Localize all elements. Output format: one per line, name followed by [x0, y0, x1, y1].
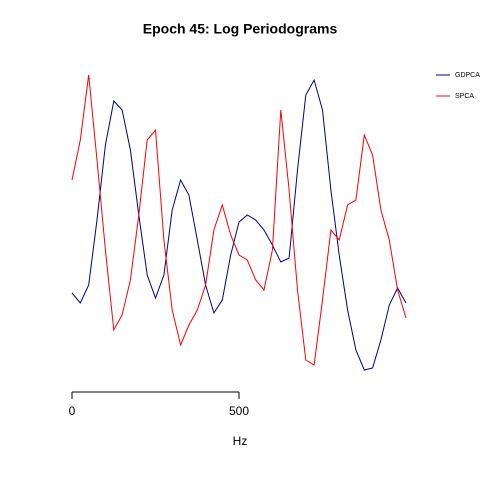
- legend-label: GDPCA: [455, 72, 480, 79]
- x-tick-label: 500: [229, 404, 249, 418]
- legend-label: SPCA: [455, 93, 474, 100]
- series-line: [71, 78, 407, 371]
- x-tick-label: 0: [69, 404, 76, 418]
- chart-title: Epoch 45: Log Periodograms: [143, 21, 338, 37]
- series-line: [71, 74, 407, 366]
- x-axis-label: Hz: [233, 434, 248, 448]
